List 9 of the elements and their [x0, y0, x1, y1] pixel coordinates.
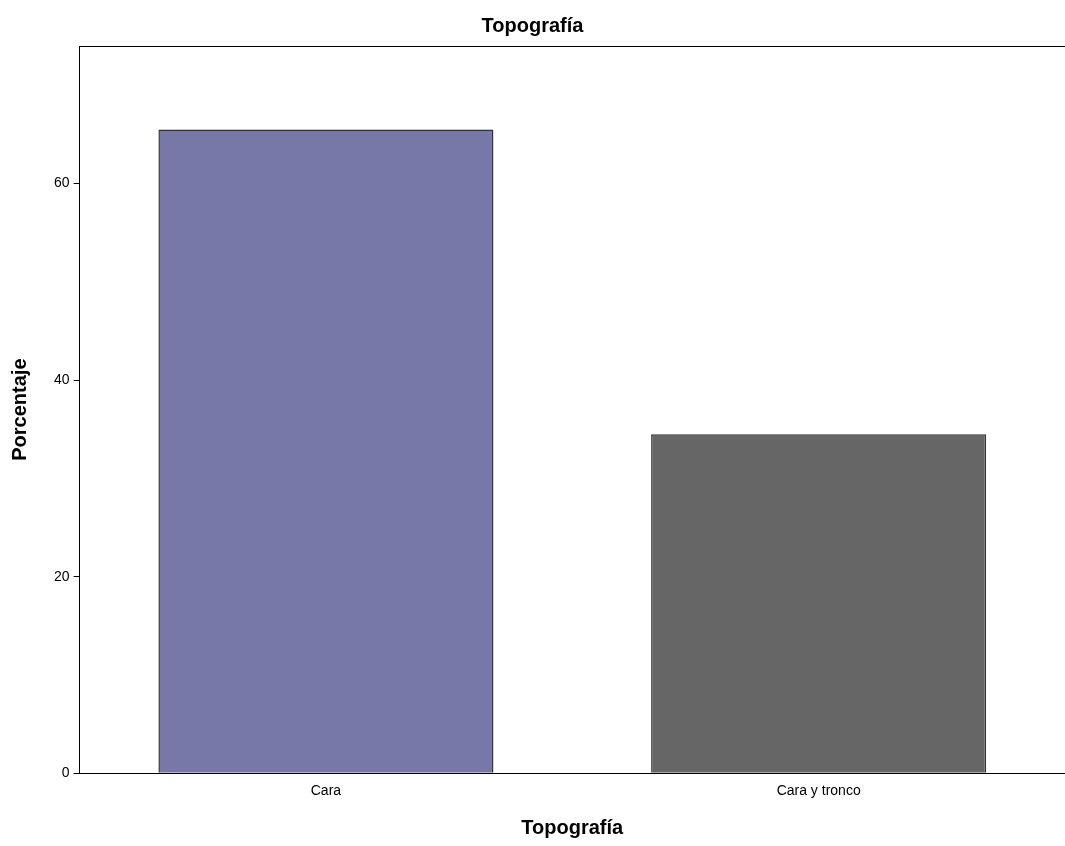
x-tick-label: Cara y tronco [776, 782, 861, 799]
x-tick-label: Cara [310, 782, 342, 799]
y-axis-title: Porcentaje [7, 358, 30, 461]
chart-title: Topografía [481, 13, 585, 36]
y-tick-label: 60 [53, 174, 70, 191]
x-axis-title: Topografía [521, 815, 625, 838]
y-tick-label: 40 [53, 370, 70, 387]
y-tick-label: 0 [61, 764, 70, 781]
y-tick-label: 20 [53, 567, 70, 584]
